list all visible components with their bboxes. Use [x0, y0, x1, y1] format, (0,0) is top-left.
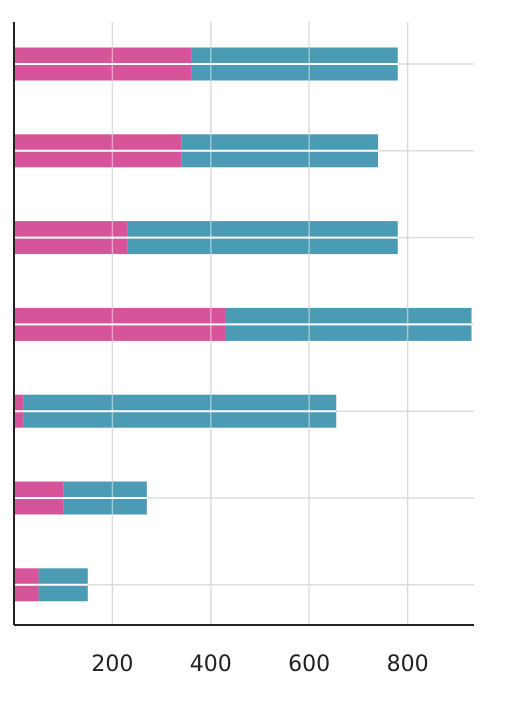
x-tick-label-800: 800 [387, 652, 429, 677]
x-tick-label-600: 600 [288, 652, 330, 677]
x-tick-labels: 200 400 600 800 [91, 652, 428, 677]
x-tick-label-200: 200 [91, 652, 133, 677]
x-tick-label-400: 400 [190, 652, 232, 677]
bar-center-lines [14, 47, 472, 586]
